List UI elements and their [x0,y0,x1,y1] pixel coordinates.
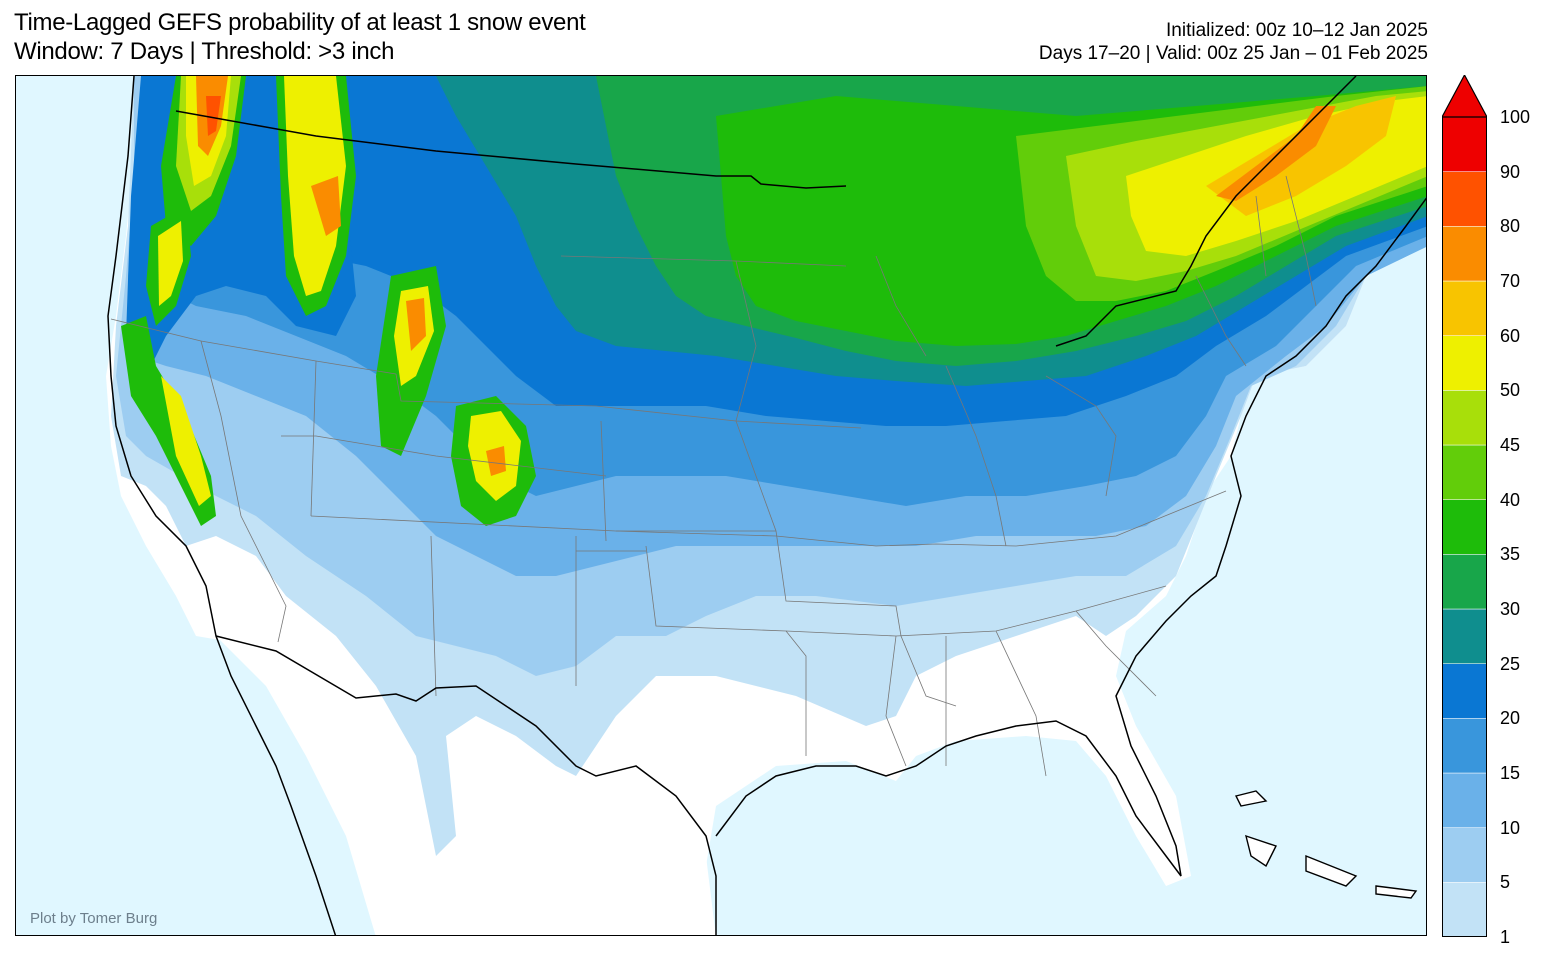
colorbar-bin-45 [1442,390,1487,446]
chart-title: Time-Lagged GEFS probability of at least… [14,8,586,66]
borders-coast [107,76,1426,935]
title-line-2: Window: 7 Days | Threshold: >3 inch [14,38,395,65]
colorbar-tick-label: 45 [1500,435,1521,455]
valid-time: Days 17–20 | Valid: 00z 25 Jan – 01 Feb … [1038,43,1428,64]
colorbar-tick-label: 50 [1500,380,1521,401]
colorbar-bin-80 [1442,171,1487,227]
colorbar-tick-label: 35 [1500,544,1521,565]
colorbar-bin-70 [1442,226,1487,282]
colorbar-extend-arrow [1442,75,1487,118]
init-time: Initialized: 00z 10–12 Jan 2025 [1166,20,1428,41]
colorbar-tick-label: 80 [1500,216,1521,237]
colorbar-bin-60 [1442,280,1487,336]
colorbar-tick-label: 10 [1500,817,1521,838]
mexico-land [216,636,716,935]
colorbar-tick-label: 1 [1500,927,1511,947]
colorbar-tick-label: 90 [1500,161,1521,182]
colorbar-tick-label: 15 [1500,763,1521,783]
map-panel: Plot by Tomer Burg [15,75,1427,936]
colorbar-tick-label: 60 [1500,325,1521,346]
colorbar-tick-label: 100 [1500,107,1531,127]
colorbar-bin-20 [1442,663,1487,719]
colorbar-tick-label: 40 [1500,489,1521,510]
colorbar-bin-30 [1442,554,1487,610]
colorbar-bin-15 [1442,718,1487,774]
colorbar-tick-label: 30 [1500,599,1521,619]
colorbar-bin-25 [1442,608,1487,664]
title-line-1: Time-Lagged GEFS probability of at least… [14,9,586,36]
colorbar-bin-40 [1442,444,1487,500]
colorbar-bin-35 [1442,499,1487,555]
colorbar-bin-1 [1442,882,1487,937]
colorbar-bin-5 [1442,827,1487,883]
colorbar-tick-label: 25 [1500,653,1521,674]
colorbar [1442,75,1487,937]
colorbar-bin-90 [1442,116,1487,172]
probability-fields [111,76,1426,856]
plot-credit: Plot by Tomer Burg [30,910,158,927]
colorbar-bin-50 [1442,335,1487,391]
colorbar-tick-label: 70 [1500,271,1521,291]
state-borders [110,175,1317,777]
run-info: Initialized: 00z 10–12 Jan 2025 Days 17–… [1039,19,1428,65]
islands [1234,790,1418,899]
colorbar-tick-label: 5 [1500,872,1511,893]
colorbar-bin-10 [1442,772,1487,828]
colorbar-tick-label: 20 [1500,708,1521,729]
probability-map [106,76,1426,935]
